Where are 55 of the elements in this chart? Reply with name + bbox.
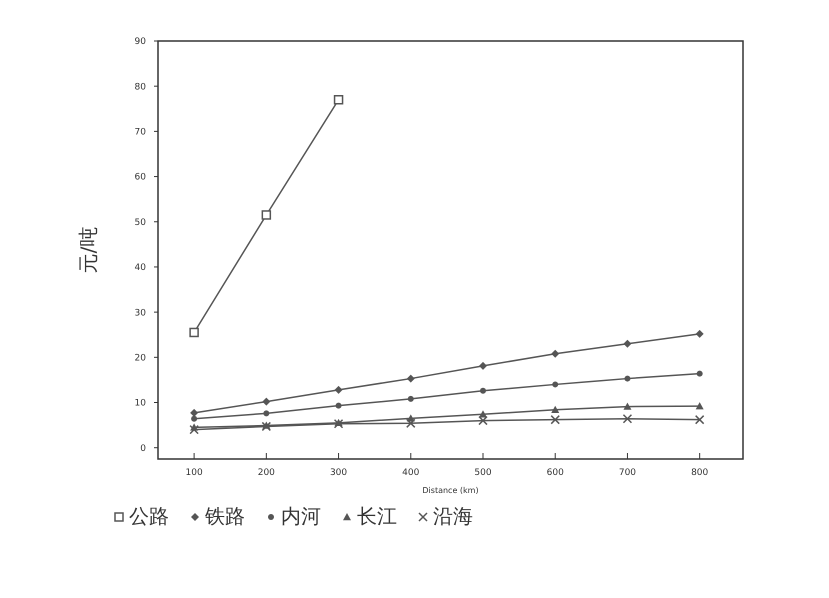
x-tick-label: 500 — [474, 468, 492, 478]
y-tick-label: 60 — [134, 172, 146, 183]
point — [336, 402, 342, 409]
point — [406, 374, 415, 383]
point — [624, 376, 630, 382]
point — [479, 362, 487, 370]
point — [696, 330, 704, 338]
point — [623, 402, 632, 410]
y-tick-label: 70 — [134, 128, 146, 138]
y-tick-label: 10 — [134, 398, 146, 409]
y-tick-label: 80 — [134, 82, 146, 92]
point — [696, 370, 703, 377]
point — [189, 424, 199, 434]
legend-label: 公路 — [129, 504, 169, 528]
point — [406, 418, 416, 428]
y-tick-label: 20 — [134, 353, 146, 364]
x-tick-label: 300 — [330, 468, 348, 478]
legend-label: 沿海 — [433, 504, 473, 528]
point — [262, 398, 270, 406]
point — [479, 410, 487, 418]
point — [263, 410, 270, 416]
y-tick-label: 90 — [134, 37, 146, 48]
point — [191, 416, 198, 422]
point — [190, 408, 198, 417]
legend-label: 内河 — [281, 504, 321, 528]
point — [551, 350, 560, 358]
point — [334, 94, 344, 104]
x-tick-label: 100 — [186, 468, 203, 478]
point — [552, 381, 558, 388]
point — [480, 388, 486, 394]
point — [478, 416, 488, 426]
x-tick-label: 200 — [258, 468, 276, 478]
y-tick-label: 30 — [134, 308, 146, 318]
x-tick-label: 600 — [546, 468, 564, 478]
legend-label: 长江 — [357, 504, 397, 528]
y-axis-title: 元/吨 — [76, 226, 100, 274]
y-tick-label: 0 — [140, 444, 146, 454]
x-tick-label: 400 — [402, 468, 420, 478]
point — [623, 340, 632, 348]
x-tick-label: 800 — [691, 468, 709, 478]
x-axis-title: Distance (km) — [422, 486, 479, 495]
point — [550, 414, 560, 424]
point — [262, 422, 272, 432]
point — [551, 406, 560, 413]
y-tick-label: 50 — [134, 218, 146, 228]
point — [408, 396, 414, 402]
point — [622, 414, 632, 424]
point — [696, 402, 704, 410]
point — [262, 210, 272, 220]
point — [694, 414, 704, 424]
point — [189, 328, 199, 338]
legend-label: 铁路 — [204, 504, 245, 528]
point — [334, 386, 343, 394]
x-tick-label: 700 — [618, 468, 636, 478]
y-tick-label: 40 — [134, 263, 146, 274]
